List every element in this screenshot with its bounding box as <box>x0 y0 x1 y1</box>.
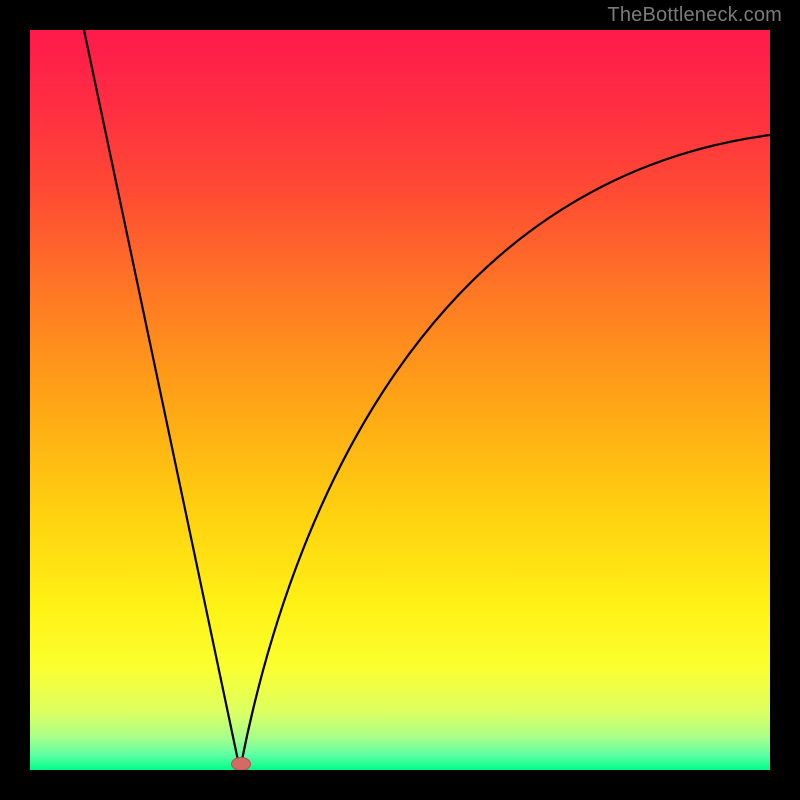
bottleneck-curve <box>84 30 770 770</box>
watermark-text: TheBottleneck.com <box>607 4 782 27</box>
vertex-marker <box>231 757 251 770</box>
curve-layer <box>30 30 770 770</box>
plot-area <box>30 30 770 770</box>
chart-frame: TheBottleneck.com <box>0 0 800 800</box>
